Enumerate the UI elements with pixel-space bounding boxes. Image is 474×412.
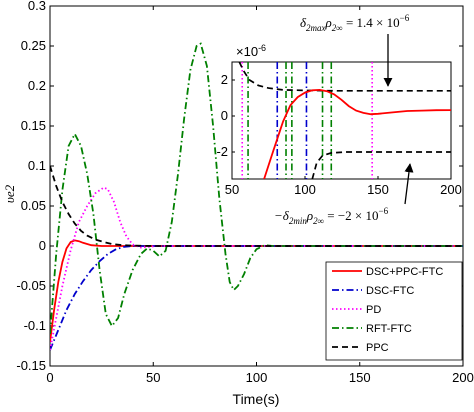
annotation-upper-sub: 2max <box>306 23 326 33</box>
inset-y-tick-label: -2 <box>216 144 228 159</box>
y-tick-label: 0.1 <box>28 158 46 173</box>
annotation-upper-bound: δ2maxρ2∞ = 1.4 × 10−6 <box>300 13 410 33</box>
inset-scale-base: ×10 <box>236 44 258 59</box>
legend-label: RFT-FTC <box>366 323 412 335</box>
series-line-ppc <box>50 165 463 247</box>
annotation-upper-rho: ρ <box>325 15 332 30</box>
inset-upper-bound-line <box>238 62 451 92</box>
inset-y-tick-label: 0 <box>221 108 228 123</box>
y-tick-label: 0 <box>39 238 46 253</box>
inset-lower-bound-line <box>311 151 451 179</box>
x-tick-label: 0 <box>46 370 53 385</box>
x-tick-label: 150 <box>349 370 371 385</box>
inset-y-tick-label: 2 <box>221 72 228 87</box>
annotation-lower-base: −δ <box>274 208 290 223</box>
annotation-upper-rhs: = 1.4 × 10 <box>343 15 400 30</box>
series-line-dsc-ftc <box>50 245 463 351</box>
main-series-group <box>50 42 463 351</box>
x-tick-label: 100 <box>246 370 268 385</box>
inset-series-group <box>238 62 451 179</box>
inset-scale-label: ×10-6 <box>236 43 266 59</box>
annotation-lower-sub: 2min <box>289 216 308 226</box>
legend: DSC+PPC-FTC DSC-FTC PD RFT-FTC PPC <box>325 261 463 361</box>
series-line-rft-ftc <box>50 42 463 335</box>
inset-scale-exponent: -6 <box>258 43 266 53</box>
y-tick-label: -0.15 <box>16 358 46 373</box>
annotation-lower-bound: −δ2minρ2∞ = −2 × 10−6 <box>274 206 389 226</box>
inset-x-tick-label: 200 <box>440 182 462 197</box>
x-axis-label: Time(s) <box>233 391 280 407</box>
x-tick-label: 200 <box>452 370 474 385</box>
annotation-lower-rho: ρ <box>306 208 313 223</box>
y-tick-label: 0.25 <box>21 38 46 53</box>
y-tick-label: 0.15 <box>21 118 46 133</box>
inset-x-tick-label: 150 <box>367 182 389 197</box>
inset-axis-ticks: 50 100 150 200 -2 0 2 <box>216 72 461 197</box>
legend-label: DSC+PPC-FTC <box>366 266 443 278</box>
legend-label: PPC <box>366 342 389 354</box>
annotation-upper-base: δ <box>300 15 307 30</box>
y-tick-label: -0.1 <box>24 318 46 333</box>
legend-box <box>325 261 463 361</box>
x-tick-label: 50 <box>146 370 160 385</box>
inset-plot-area <box>231 61 452 180</box>
legend-label: PD <box>366 304 381 316</box>
y-axis-label: υe2 <box>2 184 17 203</box>
y-tick-label: 0.2 <box>28 78 46 93</box>
annotation-lower-rhs: = −2 × 10 <box>324 208 379 223</box>
inset-x-tick-label: 50 <box>225 182 239 197</box>
annotation-upper-exp: −6 <box>400 13 410 23</box>
y-tick-label: 0.05 <box>21 198 46 213</box>
series-line-dsc-ppc-ftc <box>50 239 463 343</box>
main-axis-ticks: 0 50 100 150 200 -0.15 -0.1 -0.05 0 0.05 0.1 0.15 0.… <box>16 0 473 385</box>
y-tick-label: 0.3 <box>28 0 46 13</box>
annotation-lower-sub2: 2∞ <box>313 216 324 226</box>
inset-error-curve <box>263 88 451 179</box>
annotation-lower-arrow <box>404 163 414 205</box>
y-tick-label: -0.05 <box>16 278 46 293</box>
annotation-lower-exp: −6 <box>379 206 389 216</box>
inset-x-tick-label: 100 <box>294 182 316 197</box>
annotation-upper-sub2: 2∞ <box>332 23 343 33</box>
legend-label: DSC-FTC <box>366 285 414 297</box>
